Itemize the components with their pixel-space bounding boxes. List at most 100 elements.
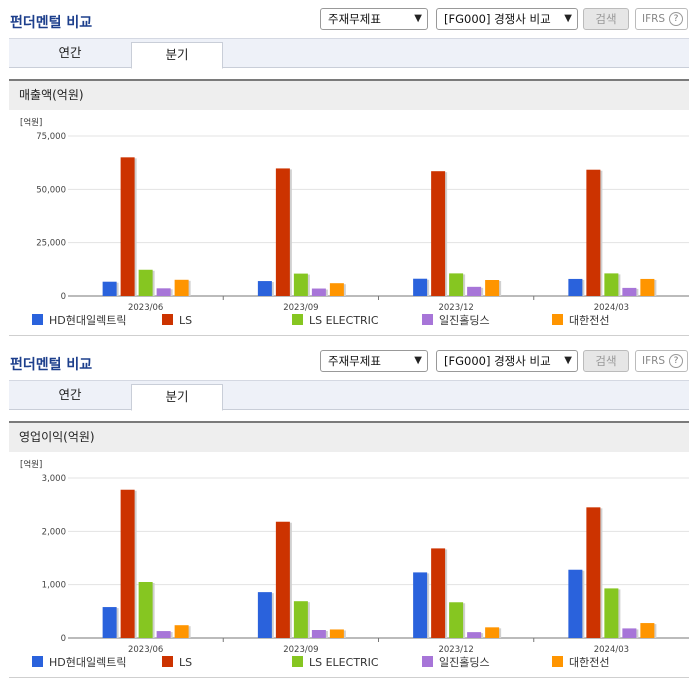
legend-label: LS ELECTRIC <box>309 314 379 327</box>
legend-label: 일진홀딩스 <box>439 313 490 327</box>
x-tick-label: 2023/09 <box>283 303 318 313</box>
bar <box>329 629 344 638</box>
tab-annual[interactable]: 연간 <box>58 387 82 402</box>
legend-swatch <box>162 656 173 667</box>
help-icon[interactable]: ? <box>669 354 683 368</box>
y-tick-label: 1,000 <box>42 581 66 591</box>
y-tick-label: 25,000 <box>36 239 66 249</box>
x-tick-label: 2023/09 <box>283 645 318 655</box>
bar <box>174 279 189 296</box>
period-tabs: 연간 분기 <box>9 38 689 69</box>
tab-annual[interactable]: 연간 <box>58 45 82 60</box>
x-tick-label: 2023/12 <box>438 303 473 313</box>
statement-select-value: 주재무제표 <box>328 12 381 26</box>
y-tick-label: 50,000 <box>36 185 66 195</box>
bar <box>568 569 583 638</box>
y-tick-label: 3,000 <box>42 474 66 484</box>
period-tabs: 연간 분기 <box>9 380 689 411</box>
tab-quarterly[interactable]: 분기 <box>131 42 223 69</box>
y-axis-unit-label: [억원] <box>20 459 42 470</box>
bar <box>485 280 500 296</box>
bar <box>586 169 601 296</box>
legend-swatch <box>32 656 43 667</box>
panel-header: 펀더멘털 비교 주재무제표 ▼ [FG000] 경쟁사 비교 ▼ 검색 IFRS… <box>0 342 696 380</box>
bar <box>485 627 500 638</box>
help-icon[interactable]: ? <box>669 12 683 26</box>
bar <box>311 288 326 296</box>
bar <box>138 269 153 296</box>
legend-label: HD현대일렉트릭 <box>49 313 126 327</box>
ifrs-button[interactable]: IFRS ? <box>635 350 688 372</box>
legend-label: LS <box>179 656 192 669</box>
bar <box>604 273 619 296</box>
revenue-chart: [억원] 0 25,000 50,000 75,000 2023/06 2023/09 202… <box>9 110 689 336</box>
bar <box>329 283 344 296</box>
bar <box>622 628 637 638</box>
peer-group-select[interactable]: [FG000] 경쟁사 비교 ▼ <box>436 8 578 30</box>
panel-header: 펀더멘털 비교 주재무제표 ▼ [FG000] 경쟁사 비교 ▼ 검색 IFRS… <box>0 0 696 38</box>
peer-group-select-value: [FG000] 경쟁사 비교 <box>444 12 551 26</box>
operating-profit-chart: [억원] 0 1,000 2,000 3,000 2023/06 2023/09 2023/1… <box>9 452 689 678</box>
bar <box>156 288 171 296</box>
statement-select[interactable]: 주재무제표 ▼ <box>320 350 428 372</box>
bar <box>275 168 290 296</box>
revenue-chart-svg: [억원] 0 25,000 50,000 75,000 2023/06 2023/09 202… <box>20 117 689 327</box>
bar <box>257 281 272 296</box>
legend-label: 대한전선 <box>569 314 609 327</box>
bar <box>257 592 272 638</box>
peer-group-select-value: [FG000] 경쟁사 비교 <box>444 354 551 368</box>
x-tick-label: 2023/06 <box>128 645 163 655</box>
legend-label: LS ELECTRIC <box>309 656 379 669</box>
legend-swatch <box>292 656 303 667</box>
y-tick-label: 75,000 <box>36 132 66 142</box>
panel-title: 펀더멘털 비교 <box>10 15 93 31</box>
bar <box>156 631 171 638</box>
statement-select-value: 주재무제표 <box>328 354 381 368</box>
chevron-down-icon: ▼ <box>414 355 422 366</box>
bar <box>467 632 482 638</box>
legend-swatch <box>552 314 563 325</box>
bar <box>568 278 583 296</box>
operating-profit-chart-svg: [억원] 0 1,000 2,000 3,000 2023/06 2023/09 2023/1… <box>20 459 689 669</box>
y-tick-label: 0 <box>61 634 66 644</box>
legend-label: HD현대일렉트릭 <box>49 655 126 669</box>
bar <box>604 588 619 638</box>
bar <box>640 278 655 296</box>
legend-label: LS <box>179 314 192 327</box>
chevron-down-icon: ▼ <box>564 13 572 24</box>
bar <box>413 278 428 296</box>
legend-swatch <box>552 656 563 667</box>
bar <box>174 625 189 638</box>
legend-swatch <box>422 656 433 667</box>
y-tick-label: 2,000 <box>42 527 66 537</box>
ifrs-label: IFRS <box>642 355 666 367</box>
search-button[interactable]: 검색 <box>583 350 629 372</box>
legend-swatch <box>32 314 43 325</box>
bar <box>293 601 308 638</box>
x-tick-label: 2023/12 <box>438 645 473 655</box>
bar <box>120 157 135 296</box>
legend-swatch <box>292 314 303 325</box>
bar <box>275 521 290 638</box>
tab-quarterly[interactable]: 분기 <box>131 384 223 411</box>
bar <box>138 582 153 638</box>
bar <box>431 171 446 296</box>
ifrs-button[interactable]: IFRS ? <box>635 8 688 30</box>
y-axis-unit-label: [억원] <box>20 117 42 128</box>
y-tick-label: 0 <box>61 292 66 302</box>
statement-select[interactable]: 주재무제표 ▼ <box>320 8 428 30</box>
peer-group-select[interactable]: [FG000] 경쟁사 비교 ▼ <box>436 350 578 372</box>
bar <box>431 548 446 638</box>
ifrs-label: IFRS <box>642 13 666 25</box>
bar <box>413 572 428 638</box>
bar <box>120 489 135 638</box>
fundamental-panel-2: 펀더멘털 비교 주재무제표 ▼ [FG000] 경쟁사 비교 ▼ 검색 IFRS… <box>0 342 696 684</box>
bar <box>640 623 655 638</box>
panel-title: 펀더멘털 비교 <box>10 357 93 373</box>
x-tick-label: 2024/03 <box>594 645 629 655</box>
chevron-down-icon: ▼ <box>564 355 572 366</box>
bar <box>586 507 601 638</box>
bar <box>102 281 117 296</box>
bar <box>449 602 464 638</box>
search-button[interactable]: 검색 <box>583 8 629 30</box>
